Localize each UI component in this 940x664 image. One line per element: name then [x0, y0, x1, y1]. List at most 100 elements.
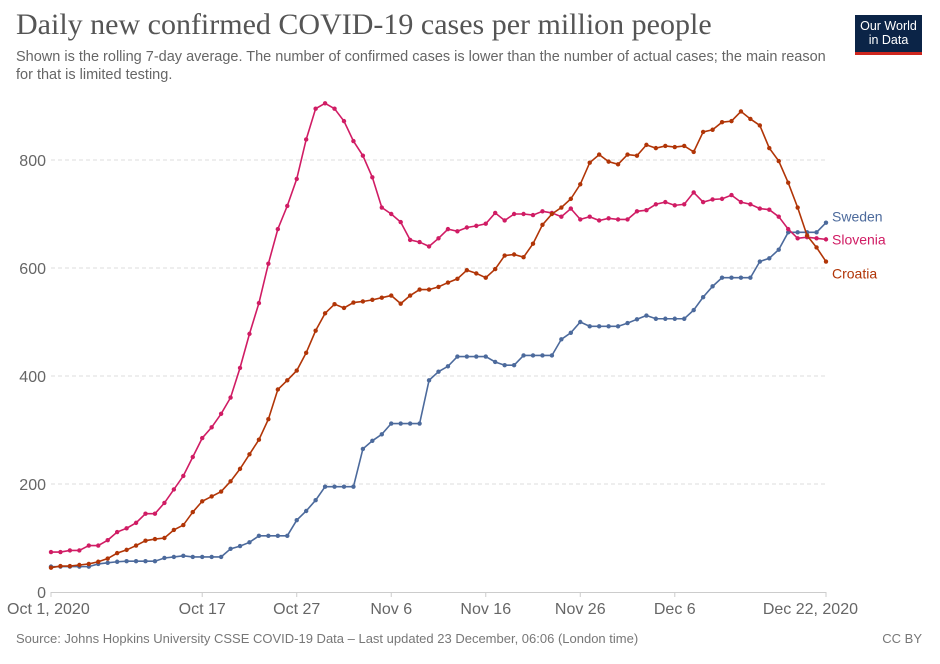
- data-point: [417, 421, 422, 426]
- x-tick-label: Oct 1, 2020: [7, 601, 90, 618]
- data-point: [237, 543, 243, 549]
- data-point: [719, 120, 725, 125]
- data-point: [795, 205, 800, 210]
- data-point: [700, 294, 706, 300]
- data-point: [407, 293, 413, 298]
- data-point: [493, 210, 498, 216]
- source-note[interactable]: Source: Johns Hopkins University CSSE CO…: [16, 631, 639, 646]
- data-point: [823, 237, 829, 242]
- data-point: [96, 543, 101, 548]
- data-point: [86, 543, 92, 548]
- data-point: [521, 211, 526, 217]
- series-label-sweden: Sweden: [832, 209, 883, 225]
- data-point: [105, 537, 110, 543]
- data-point: [644, 208, 649, 213]
- data-point: [285, 378, 290, 383]
- data-point: [360, 446, 366, 452]
- data-point: [785, 180, 791, 185]
- data-point: [445, 226, 451, 232]
- data-point: [114, 529, 120, 535]
- data-point: [540, 353, 545, 358]
- y-tick-label: 600: [19, 261, 46, 278]
- data-point: [587, 160, 592, 165]
- data-point: [738, 199, 744, 205]
- data-point: [625, 217, 630, 222]
- data-point: [67, 563, 73, 569]
- data-point: [625, 320, 630, 326]
- data-point: [370, 438, 375, 443]
- data-point: [578, 319, 583, 325]
- data-point: [114, 559, 120, 564]
- data-point: [757, 259, 763, 264]
- data-point: [275, 387, 281, 392]
- data-point: [417, 239, 422, 245]
- data-point: [143, 511, 148, 516]
- data-point: [303, 350, 309, 355]
- owid-logo[interactable]: Our World in Data: [855, 15, 922, 55]
- data-point: [171, 554, 177, 560]
- chart-subtitle: Shown is the rolling 7-day average. The …: [16, 49, 826, 83]
- data-point: [48, 549, 54, 555]
- data-point: [218, 489, 224, 494]
- data-point: [530, 241, 536, 246]
- data-point: [407, 421, 413, 426]
- series-line-slovenia: [51, 102, 827, 553]
- data-point: [294, 368, 299, 373]
- data-point: [795, 230, 800, 235]
- data-point: [190, 554, 195, 560]
- data-point: [237, 365, 243, 371]
- data-point: [351, 138, 356, 144]
- data-point: [767, 145, 772, 151]
- data-point: [313, 498, 318, 503]
- data-point: [663, 143, 668, 149]
- data-point: [511, 252, 517, 257]
- data-point: [587, 214, 592, 219]
- data-point: [360, 299, 366, 304]
- data-point: [370, 297, 375, 303]
- data-point: [105, 560, 110, 566]
- data-point: [417, 287, 422, 292]
- data-point: [559, 214, 564, 219]
- y-tick-label: 200: [19, 477, 46, 494]
- data-point: [757, 123, 763, 128]
- data-point: [332, 106, 337, 111]
- data-point: [587, 324, 592, 329]
- data-point: [606, 216, 611, 221]
- x-tick-label: Nov 26: [555, 601, 606, 618]
- data-point: [502, 218, 507, 223]
- data-point: [483, 221, 488, 226]
- data-point: [133, 543, 139, 548]
- data-point: [303, 508, 309, 514]
- data-point: [464, 354, 470, 359]
- data-point: [389, 211, 394, 217]
- data-point: [256, 300, 262, 306]
- data-point: [568, 196, 574, 202]
- data-point: [322, 484, 328, 489]
- data-point: [266, 417, 271, 422]
- data-point: [663, 199, 668, 205]
- data-point: [596, 218, 602, 223]
- data-point: [275, 533, 281, 539]
- license-link[interactable]: CC BY: [882, 631, 922, 646]
- data-point: [398, 421, 403, 426]
- data-point: [804, 233, 810, 238]
- data-point: [77, 548, 82, 553]
- data-point: [464, 225, 470, 230]
- data-point: [218, 411, 224, 416]
- data-point: [521, 255, 526, 260]
- data-point: [398, 219, 403, 225]
- data-point: [124, 547, 129, 553]
- data-point: [266, 533, 271, 539]
- data-point: [162, 500, 167, 506]
- data-point: [823, 259, 829, 264]
- data-point: [738, 275, 744, 280]
- data-point: [823, 220, 829, 225]
- data-point: [370, 175, 375, 180]
- data-point: [332, 301, 337, 307]
- data-point: [58, 549, 63, 555]
- data-point: [426, 378, 432, 383]
- data-point: [209, 494, 214, 499]
- data-point: [322, 101, 328, 106]
- data-point: [682, 202, 687, 207]
- data-point: [228, 479, 233, 484]
